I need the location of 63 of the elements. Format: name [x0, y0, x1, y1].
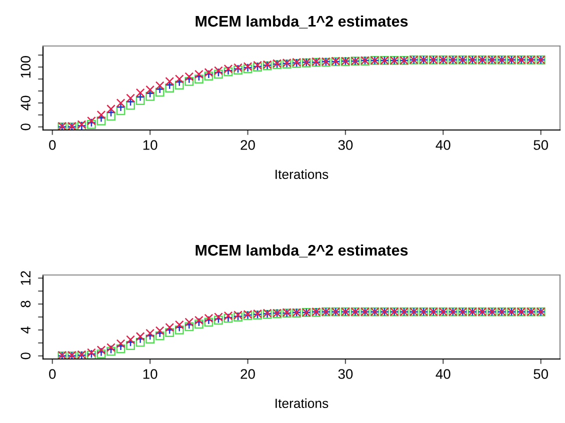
y-tick-label: 100	[20, 56, 31, 78]
point	[106, 104, 116, 114]
x-tick-label: 40	[436, 369, 450, 379]
x-tick-label: 30	[338, 369, 353, 379]
chart-title: MCEM lambda_2^2 estimates	[196, 244, 408, 258]
point	[155, 326, 164, 336]
point	[174, 80, 184, 90]
point	[106, 112, 116, 121]
point	[136, 338, 145, 347]
point	[155, 81, 164, 90]
point	[116, 342, 126, 351]
point	[184, 76, 194, 86]
point	[146, 334, 155, 344]
x-tick-label: 20	[240, 369, 255, 379]
point	[126, 335, 135, 344]
point	[116, 98, 126, 108]
y-tick-label: 0	[20, 352, 31, 360]
point	[174, 326, 184, 334]
point	[146, 92, 155, 101]
point	[155, 328, 164, 338]
point	[174, 322, 184, 332]
point	[146, 328, 155, 338]
point	[136, 92, 145, 102]
x-tick-label: 10	[143, 369, 158, 379]
y-tick-label: 40	[20, 96, 31, 110]
point	[126, 341, 135, 350]
y-tick-label: 4	[20, 326, 30, 334]
point	[116, 344, 126, 354]
x-tick-label: 50	[534, 369, 548, 379]
x-tick-label: 40	[436, 140, 450, 150]
x-tick-label: 0	[49, 140, 56, 150]
point	[194, 74, 204, 84]
point	[126, 97, 135, 106]
point	[126, 100, 135, 110]
point	[136, 334, 145, 344]
x-tick-label: 0	[49, 369, 56, 379]
point	[146, 85, 155, 94]
point	[126, 94, 135, 103]
point	[165, 326, 174, 334]
point	[116, 339, 126, 348]
point	[96, 110, 106, 120]
x-tick-label: 50	[534, 140, 548, 150]
point	[184, 74, 194, 84]
point	[165, 328, 174, 337]
point	[174, 78, 184, 86]
x-tick-label: 20	[240, 140, 255, 150]
y-tick-label: 0	[20, 124, 31, 130]
x-tick-label: 10	[143, 140, 158, 150]
x-tick-label: 30	[338, 140, 353, 150]
point	[165, 84, 174, 92]
point	[174, 320, 184, 330]
x-axis-title: Iterations	[276, 398, 328, 408]
point	[136, 96, 145, 106]
y-tick-label: 12	[20, 271, 30, 285]
x-axis-title: Iterations	[276, 169, 328, 180]
chart-title: MCEM lambda_1^2 estimates	[196, 15, 408, 28]
point	[136, 88, 145, 98]
point	[155, 331, 164, 340]
point	[155, 88, 164, 97]
point	[136, 332, 145, 341]
point	[165, 322, 174, 332]
y-tick-label: 8	[20, 300, 31, 308]
point	[96, 116, 106, 126]
